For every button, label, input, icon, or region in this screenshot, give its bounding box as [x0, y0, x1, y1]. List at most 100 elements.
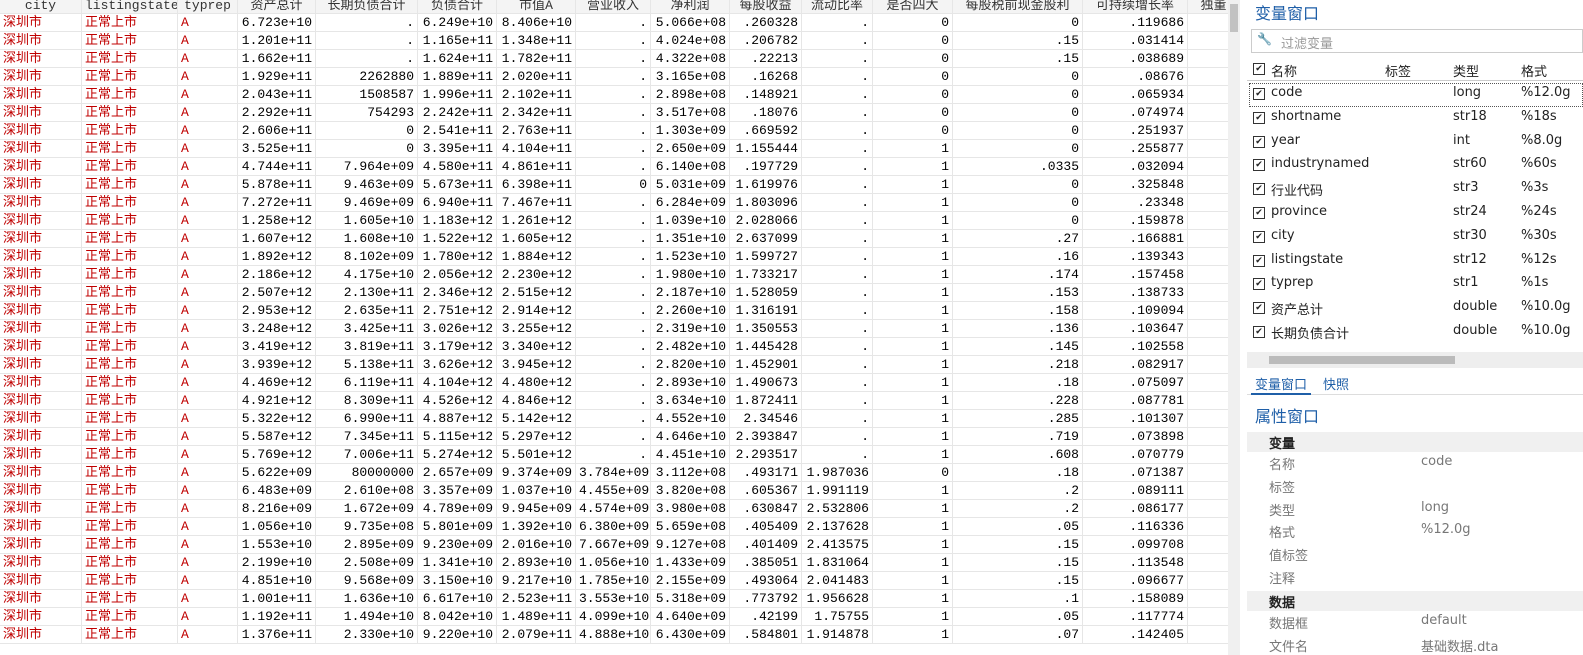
cell[interactable]: .159878 [1083, 212, 1188, 230]
cell[interactable]: 深圳市 [0, 140, 82, 158]
cell[interactable]: 4.175e+10 [316, 266, 418, 284]
cell[interactable]: 1 [873, 392, 953, 410]
cell[interactable]: 1.889e+11 [418, 68, 497, 86]
cell[interactable]: 1 [873, 140, 953, 158]
variable-name[interactable]: industrynamed [1271, 156, 1370, 172]
cell[interactable]: .116336 [1083, 518, 1188, 536]
cell[interactable]: 9.945e+09 [497, 500, 576, 518]
cell[interactable]: 4.888e+10 [576, 626, 651, 644]
cell[interactable]: .325848 [1083, 176, 1188, 194]
cell[interactable]: .16 [953, 248, 1083, 266]
cell[interactable]: 3 [1188, 536, 1228, 554]
cell[interactable]: 2.319e+10 [651, 320, 730, 338]
cell[interactable]: .2 [953, 482, 1083, 500]
cell[interactable]: 2 [1188, 32, 1228, 50]
cell[interactable]: 3 [1188, 626, 1228, 644]
cell[interactable]: 正常上市 [82, 320, 178, 338]
cell[interactable]: 1.619976 [730, 176, 802, 194]
cell[interactable]: .05 [953, 608, 1083, 626]
cell[interactable]: A [178, 392, 238, 410]
cell[interactable]: 1.987036 [802, 464, 873, 482]
cell[interactable]: 2.751e+12 [418, 302, 497, 320]
cell[interactable]: . [802, 176, 873, 194]
cell[interactable]: 深圳市 [0, 518, 82, 536]
cell[interactable]: 6.398e+11 [497, 176, 576, 194]
cell[interactable]: 0 [576, 176, 651, 194]
column-header[interactable]: 市值A [497, 0, 576, 14]
checkbox[interactable]: ✔ [1253, 302, 1265, 315]
variable-format[interactable]: %18s [1521, 108, 1557, 124]
cell[interactable]: 5.274e+12 [418, 446, 497, 464]
cell[interactable]: 9.735e+08 [316, 518, 418, 536]
cell[interactable]: A [178, 140, 238, 158]
cell[interactable]: 1.258e+12 [238, 212, 316, 230]
variable-type[interactable]: str12 [1453, 251, 1487, 267]
cell[interactable]: 3 [1188, 320, 1228, 338]
cell[interactable]: .136 [953, 320, 1083, 338]
cell[interactable]: .15 [953, 50, 1083, 68]
cell[interactable]: 6.249e+10 [418, 14, 497, 32]
cell[interactable]: 正常上市 [82, 14, 178, 32]
cell[interactable]: 1.733217 [730, 266, 802, 284]
cell[interactable]: 8.102e+09 [316, 248, 418, 266]
cell[interactable]: 1.980e+10 [651, 266, 730, 284]
scroll-thumb[interactable] [1230, 4, 1238, 32]
cell[interactable]: .18076 [730, 104, 802, 122]
cell[interactable]: 3.820e+08 [651, 482, 730, 500]
cell[interactable]: .197729 [730, 158, 802, 176]
cell[interactable]: 5.031e+09 [651, 176, 730, 194]
column-header[interactable]: 独董 [1188, 0, 1228, 14]
cell[interactable]: .071387 [1083, 464, 1188, 482]
cell[interactable]: 3.419e+12 [238, 338, 316, 356]
cell[interactable]: 4.580e+11 [418, 158, 497, 176]
cell[interactable]: .285 [953, 410, 1083, 428]
cell[interactable]: 3.980e+08 [651, 500, 730, 518]
variable-type[interactable]: str24 [1453, 204, 1487, 219]
cell[interactable]: 4 [1188, 248, 1228, 266]
cell[interactable]: 4.851e+10 [238, 572, 316, 590]
cell[interactable]: .139343 [1083, 248, 1188, 266]
cell[interactable]: 3.165e+08 [651, 68, 730, 86]
cell[interactable]: 0 [953, 104, 1083, 122]
cell[interactable]: A [178, 32, 238, 50]
cell[interactable]: 1.528059 [730, 284, 802, 302]
cell[interactable]: . [576, 248, 651, 266]
cell[interactable]: 2.914e+12 [497, 302, 576, 320]
cell[interactable]: .22213 [730, 50, 802, 68]
cell[interactable]: 1 [873, 536, 953, 554]
cell[interactable]: 9.220e+10 [418, 626, 497, 644]
cell[interactable]: 2262880 [316, 68, 418, 86]
cell[interactable]: .07 [953, 626, 1083, 644]
cell[interactable]: 8.406e+10 [497, 14, 576, 32]
cell[interactable]: .113548 [1083, 554, 1188, 572]
cell[interactable]: . [576, 392, 651, 410]
cell[interactable]: . [802, 140, 873, 158]
cell[interactable] [1188, 482, 1228, 500]
cell[interactable]: 正常上市 [82, 284, 178, 302]
cell[interactable]: 1 [873, 572, 953, 590]
cell[interactable]: 正常上市 [82, 50, 178, 68]
cell[interactable]: .166881 [1083, 230, 1188, 248]
cell[interactable]: 深圳市 [0, 572, 82, 590]
cell[interactable]: 0 [953, 212, 1083, 230]
cell[interactable]: .101307 [1083, 410, 1188, 428]
cell[interactable]: 3.525e+11 [238, 140, 316, 158]
cell[interactable]: 深圳市 [0, 320, 82, 338]
cell[interactable]: 正常上市 [82, 32, 178, 50]
checkbox[interactable]: ✔ [1253, 88, 1265, 100]
cell[interactable]: . [576, 122, 651, 140]
variable-format[interactable]: %30s [1521, 227, 1557, 243]
cell[interactable]: . [576, 428, 651, 446]
variable-format[interactable]: %1s [1521, 275, 1549, 291]
cell[interactable]: .251937 [1083, 122, 1188, 140]
cell[interactable]: 正常上市 [82, 302, 178, 320]
cell[interactable]: .117774 [1083, 608, 1188, 626]
cell[interactable]: .15 [953, 536, 1083, 554]
cell[interactable]: 5.115e+12 [418, 428, 497, 446]
cell[interactable]: 3.784e+09 [576, 464, 651, 482]
cell[interactable]: A [178, 608, 238, 626]
cell[interactable]: 1.001e+11 [238, 590, 316, 608]
cell[interactable]: 2.635e+11 [316, 302, 418, 320]
cell[interactable]: .260328 [730, 14, 802, 32]
cell[interactable]: 6.483e+09 [238, 482, 316, 500]
